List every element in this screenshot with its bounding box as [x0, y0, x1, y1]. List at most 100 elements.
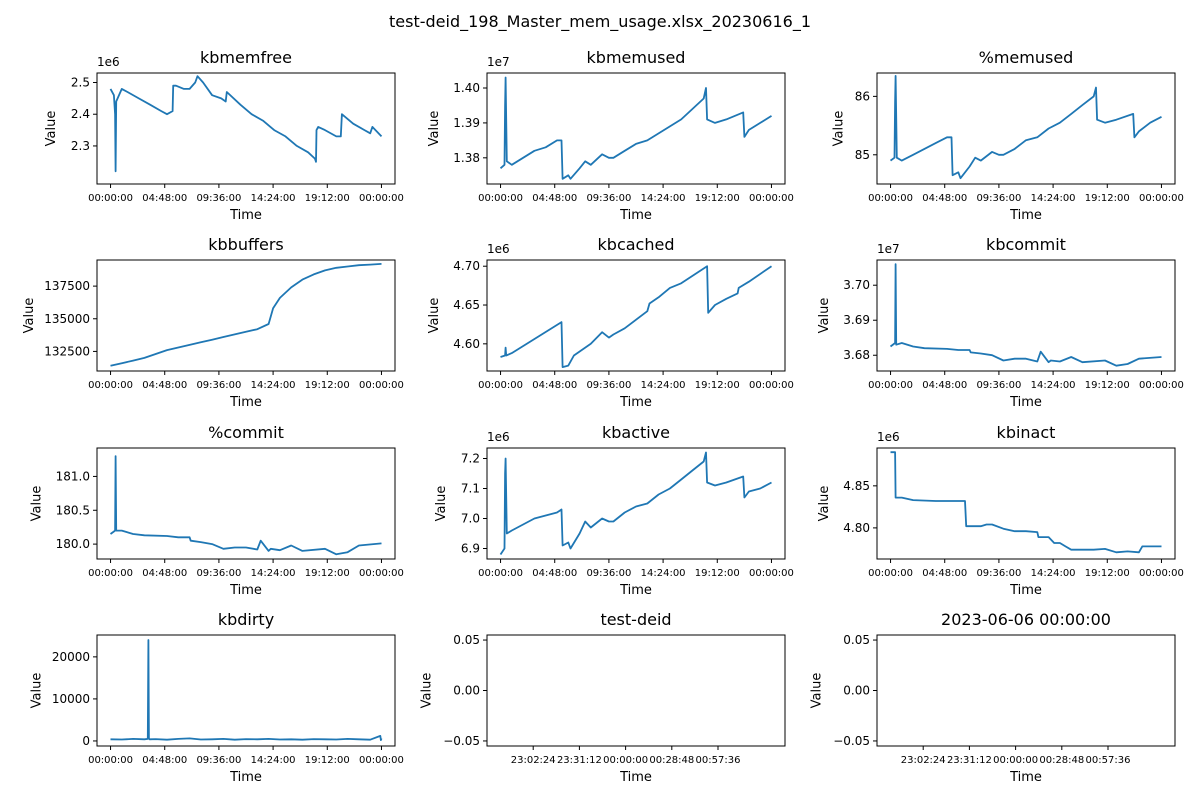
- chart-1-xtick-label: 00:00:00: [88, 193, 133, 204]
- chart-11-xtick-label: 00:28:48: [649, 755, 694, 766]
- chart-1-xtick-label: 14:24:00: [251, 193, 296, 204]
- chart-12-xtick-label: 00:00:00: [993, 755, 1038, 766]
- chart-5-plot-frame: [486, 259, 786, 372]
- chart-4-xtick-label: 00:00:00: [359, 380, 404, 391]
- chart-6-xtick-label: 09:36:00: [976, 380, 1021, 391]
- chart-10-ylabel: Value: [30, 673, 45, 709]
- chart-6-xtick-label: 00:00:00: [1139, 380, 1184, 391]
- chart-11-ylabel: Value: [420, 673, 435, 709]
- chart-9-xtick-label: 19:12:00: [1085, 568, 1130, 579]
- chart-12-title: 2023-06-06 00:00:00: [941, 610, 1111, 629]
- chart-3-xlabel: Time: [1009, 208, 1042, 223]
- chart-6-ytick-label: 3.69: [843, 313, 870, 327]
- chart-3-xtick-label: 09:36:00: [976, 193, 1021, 204]
- chart-2-xtick-label: 04:48:00: [532, 193, 577, 204]
- chart-3-plot-frame: [876, 72, 1176, 185]
- chart-8-title: kbactive: [602, 423, 670, 442]
- chart-12-xtick-label: 23:02:24: [901, 755, 946, 766]
- chart-3-xtick-label: 00:00:00: [868, 193, 913, 204]
- chart-1-xlabel: Time: [229, 208, 262, 223]
- chart-7-xtick-label: 09:36:00: [196, 568, 241, 579]
- chart-1-xtick-label: 09:36:00: [196, 193, 241, 204]
- chart-3-series-line: [889, 75, 1162, 180]
- chart-12-xtick-label: 00:28:48: [1039, 755, 1084, 766]
- chart-4-plot-frame: [96, 259, 396, 372]
- chart-7-xtick-label: 14:24:00: [251, 568, 296, 579]
- chart-8-xtick-label: 09:36:00: [586, 568, 631, 579]
- chart-1-xtick-label: 00:00:00: [359, 193, 404, 204]
- chart-6-xtick-label: 04:48:00: [922, 380, 967, 391]
- chart-6-xlabel: Time: [1009, 395, 1042, 410]
- chart-7-xtick-label: 00:00:00: [88, 568, 133, 579]
- chart-5-xtick-label: 04:48:00: [532, 380, 577, 391]
- chart-2-offset-text: 1e7: [487, 55, 510, 69]
- chart-7-ytick-label: 180.5: [56, 503, 90, 517]
- chart-5-xtick-label: 14:24:00: [641, 380, 686, 391]
- chart-4-xtick-label: 09:36:00: [196, 380, 241, 391]
- chart-2-xtick-label: 19:12:00: [695, 193, 740, 204]
- chart-10-ytick-label: 10000: [52, 692, 90, 706]
- chart-1-ylabel: Value: [44, 111, 59, 147]
- chart-1-ytick-label: 2.4: [71, 107, 90, 121]
- chart-4-xtick-label: 14:24:00: [251, 380, 296, 391]
- chart-11-ytick-label: −0.05: [443, 734, 480, 748]
- chart-6-panel: kbcommit 1e7 3.68 3.69 3.70 00:00:00 04:48:00 0…: [817, 235, 1184, 410]
- chart-5-ytick-label: 4.65: [453, 298, 480, 312]
- chart-4-title: kbbuffers: [208, 235, 284, 254]
- chart-9-ylabel: Value: [817, 486, 832, 522]
- chart-2-xtick-label: 14:24:00: [641, 193, 686, 204]
- chart-10-xtick-label: 00:00:00: [359, 755, 404, 766]
- chart-7-panel: %commit 180.0 180.5 181.0 00:00:00 04:48:00 09…: [30, 423, 404, 598]
- chart-12-plot-frame: [876, 634, 1176, 747]
- chart-11-xtick-label: 23:02:24: [511, 755, 556, 766]
- chart-4-ytick-label: 137500: [44, 279, 90, 293]
- chart-6-ylabel: Value: [817, 298, 832, 334]
- chart-5-ylabel: Value: [427, 298, 442, 334]
- chart-9-panel: kbinact 1e6 4.80 4.85 00:00:00 04:48:00 09:36:…: [817, 423, 1184, 598]
- chart-11-xtick-label: 00:57:36: [696, 755, 741, 766]
- chart-8-plot-frame: [486, 447, 786, 560]
- chart-8-xtick-label: 19:12:00: [695, 568, 740, 579]
- chart-1-series-line: [109, 75, 383, 173]
- chart-4-xtick-label: 19:12:00: [305, 380, 350, 391]
- figure-title: test-deid_198_Master_mem_usage.xlsx_2023…: [389, 12, 811, 31]
- chart-7-xlabel: Time: [229, 583, 262, 598]
- chart-2-ytick-label: 1.39: [453, 116, 480, 130]
- chart-3-panel: %memused 85 86 00:00:00 04:48:00 09:36:00 14:2…: [831, 48, 1184, 223]
- chart-1-title: kbmemfree: [200, 48, 292, 67]
- chart-10-ytick-label: 0: [82, 734, 90, 748]
- chart-7-xtick-label: 00:00:00: [359, 568, 404, 579]
- chart-12-ytick-label: 0.00: [843, 684, 870, 698]
- chart-6-ytick-label: 3.70: [843, 278, 870, 292]
- chart-6-xtick-label: 14:24:00: [1031, 380, 1076, 391]
- chart-8-ytick-label: 7.1: [461, 482, 480, 496]
- chart-12-ylabel: Value: [810, 673, 825, 709]
- chart-10-xtick-label: 09:36:00: [196, 755, 241, 766]
- chart-11-xlabel: Time: [619, 770, 652, 785]
- chart-6-series-line: [889, 263, 1162, 367]
- chart-6-title: kbcommit: [986, 235, 1066, 254]
- chart-5-xtick-label: 00:00:00: [749, 380, 794, 391]
- chart-9-xtick-label: 09:36:00: [976, 568, 1021, 579]
- chart-2-xtick-label: 00:00:00: [478, 193, 523, 204]
- chart-7-ytick-label: 181.0: [56, 469, 90, 483]
- chart-9-xtick-label: 04:48:00: [922, 568, 967, 579]
- chart-3-ytick-label: 85: [855, 148, 870, 162]
- chart-3-ylabel: Value: [831, 111, 846, 147]
- chart-1-xtick-label: 19:12:00: [305, 193, 350, 204]
- chart-1-panel: kbmemfree 1e6 2.3 2.4 2.5 00:00:00 04:48:00 09:…: [44, 48, 404, 223]
- chart-5-offset-text: 1e6: [487, 242, 510, 256]
- chart-11-ytick-label: 0.00: [453, 684, 480, 698]
- chart-2-xlabel: Time: [619, 208, 652, 223]
- chart-2-title: kbmemused: [587, 48, 686, 67]
- chart-8-xlabel: Time: [619, 583, 652, 598]
- chart-12-ytick-label: 0.05: [843, 633, 870, 647]
- chart-6-ytick-label: 3.68: [843, 348, 870, 362]
- chart-11-xtick-label: 00:00:00: [603, 755, 648, 766]
- chart-10-title: kbdirty: [218, 610, 274, 629]
- chart-11-ytick-label: 0.05: [453, 633, 480, 647]
- chart-6-offset-text: 1e7: [877, 242, 900, 256]
- chart-7-ylabel: Value: [30, 486, 45, 522]
- chart-8-xtick-label: 14:24:00: [641, 568, 686, 579]
